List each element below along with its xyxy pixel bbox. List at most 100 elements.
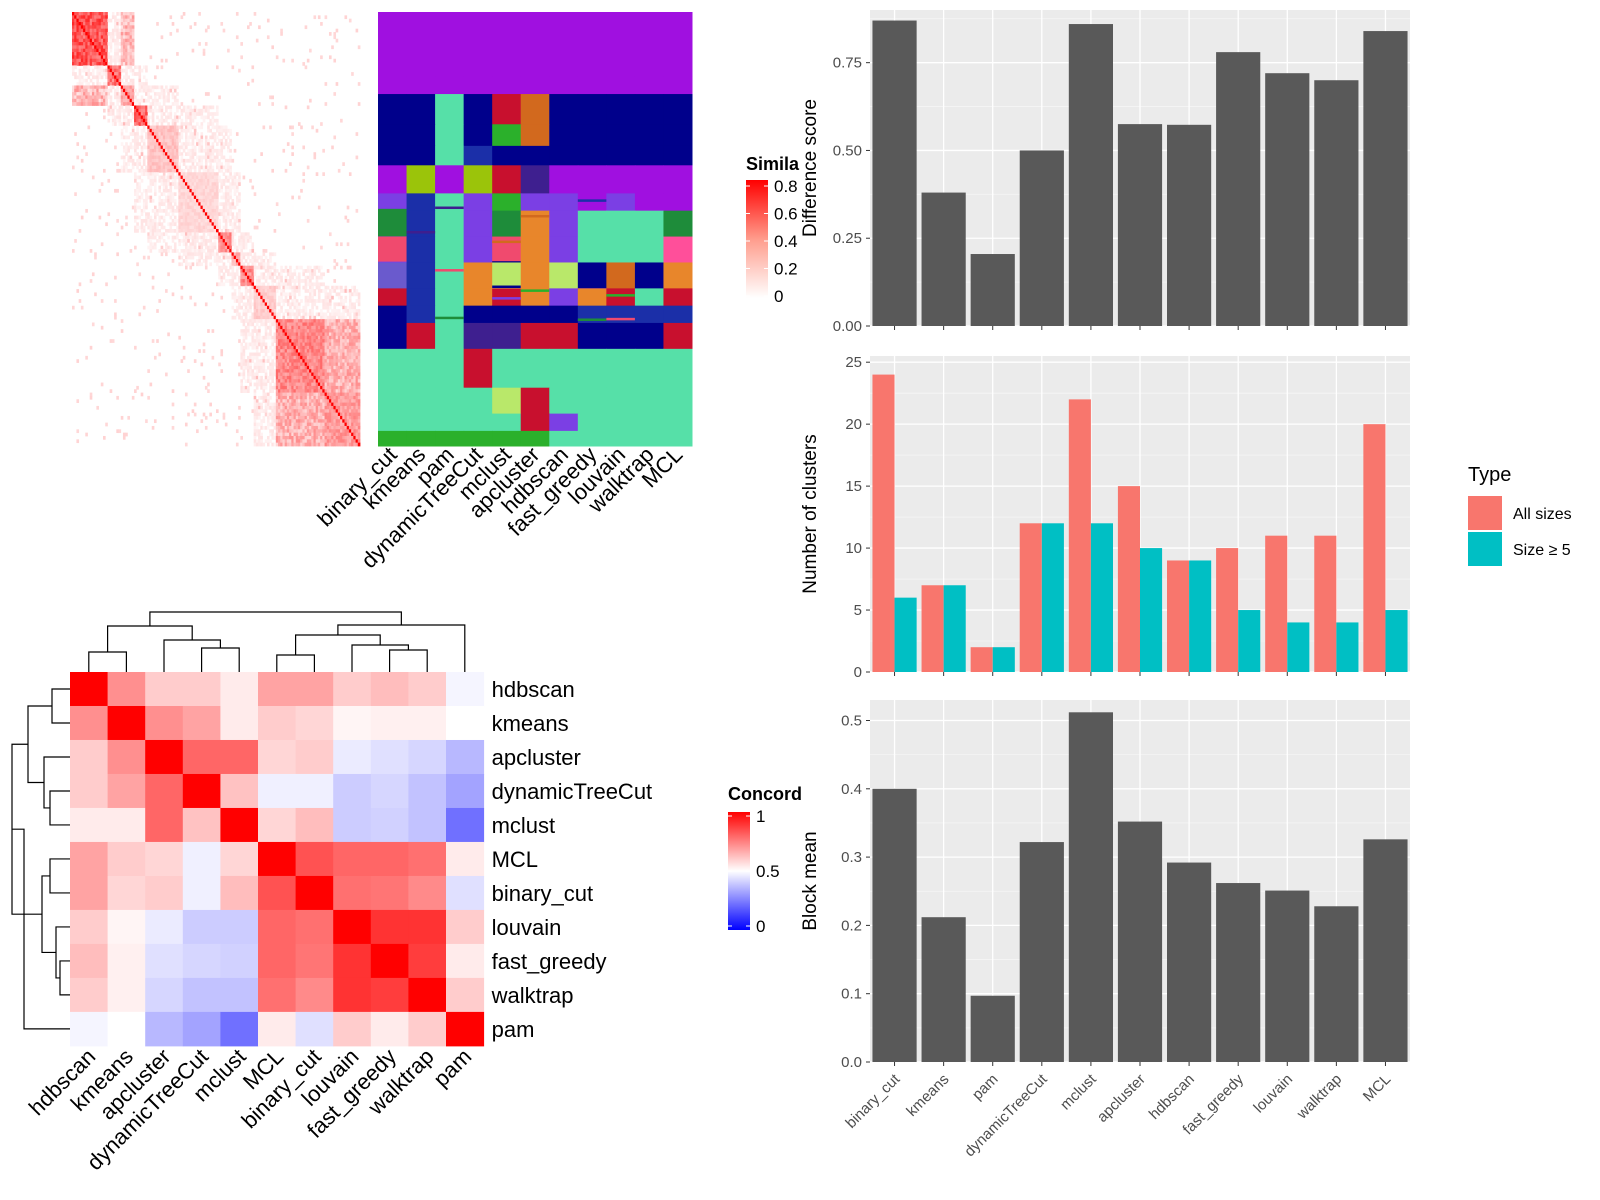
similarity-cell <box>224 212 228 217</box>
similarity-cell <box>249 352 252 357</box>
similarity-cell <box>311 419 314 424</box>
similarity-cell <box>280 422 283 427</box>
similarity-cell <box>269 395 272 400</box>
similarity-cell <box>207 175 210 180</box>
similarity-cell <box>264 379 268 383</box>
similarity-cell <box>218 282 221 287</box>
similarity-cell <box>244 389 248 393</box>
similarity-cell <box>171 229 175 233</box>
similarity-cell <box>78 15 82 20</box>
similarity-cell <box>167 98 170 103</box>
similarity-cell <box>169 225 173 230</box>
similarity-cell <box>213 198 217 203</box>
similarity-cell <box>209 165 212 170</box>
similarity-cell <box>304 345 308 350</box>
similarity-cell <box>193 145 197 150</box>
similarity-cell <box>238 415 241 420</box>
similarity-cell <box>348 375 352 380</box>
similarity-cell <box>357 335 361 340</box>
similarity-cell <box>160 158 164 163</box>
similarity-cell <box>91 92 95 96</box>
similarity-cell <box>211 252 215 257</box>
similarity-cell <box>266 18 270 23</box>
similarity-cell <box>103 28 106 33</box>
similarity-cell <box>309 322 312 327</box>
similarity-cell <box>169 138 173 143</box>
similarity-cell <box>180 262 184 267</box>
similarity-cell <box>273 405 277 410</box>
similarity-cell <box>98 32 102 36</box>
similarity-cell <box>269 302 272 307</box>
similarity-cell <box>324 372 328 377</box>
similarity-cell <box>131 115 135 120</box>
similarity-cell <box>127 148 130 153</box>
similarity-cell <box>231 262 235 267</box>
similarity-cell <box>297 395 301 400</box>
similarity-cell <box>109 18 113 23</box>
similarity-cell <box>306 372 310 377</box>
similarity-cell <box>78 62 82 66</box>
similarity-cell <box>158 92 162 96</box>
similarity-cell <box>114 315 117 320</box>
similarity-cell <box>107 72 111 76</box>
similarity-cell <box>224 138 228 143</box>
similarity-cell <box>324 319 328 323</box>
similarity-cell <box>184 115 188 120</box>
similarity-cell <box>340 339 343 343</box>
similarity-cell <box>342 412 345 417</box>
similarity-cell <box>83 85 86 90</box>
similarity-cell <box>114 88 117 93</box>
similarity-cell <box>120 128 124 133</box>
similarity-cell <box>286 375 290 380</box>
similarity-cell <box>306 279 310 283</box>
similarity-cell <box>158 249 162 253</box>
similarity-cell <box>191 212 195 217</box>
similarity-cell <box>227 235 230 240</box>
similarity-cell <box>286 385 290 390</box>
similarity-cell <box>295 385 299 390</box>
similarity-cell <box>182 188 186 193</box>
similarity-cell <box>151 182 155 186</box>
similarity-cell <box>320 392 323 397</box>
similarity-cell <box>262 365 266 370</box>
similarity-cell <box>80 62 84 66</box>
similarity-cell <box>335 312 339 317</box>
similarity-cell <box>289 419 292 424</box>
similarity-cell <box>304 282 308 287</box>
similarity-cell <box>187 185 190 190</box>
similarity-cell <box>324 302 328 307</box>
similarity-cell <box>209 172 212 176</box>
similarity-cell <box>74 102 77 106</box>
similarity-cell <box>273 265 277 270</box>
similarity-cell <box>313 325 317 330</box>
similarity-cell <box>293 369 297 373</box>
similarity-cell <box>331 392 334 397</box>
similarity-cell <box>317 419 321 424</box>
similarity-cell <box>107 65 111 70</box>
similarity-cell <box>207 239 210 243</box>
similarity-cell <box>120 225 124 230</box>
similarity-cell <box>151 162 155 166</box>
similarity-cell <box>107 62 111 66</box>
similarity-cell <box>125 25 128 30</box>
similarity-cell <box>335 375 339 380</box>
similarity-cell <box>131 18 135 23</box>
similarity-cell <box>118 32 122 36</box>
similarity-cell <box>218 265 221 270</box>
similarity-cell <box>171 132 175 136</box>
similarity-cell <box>189 128 193 133</box>
similarity-cell <box>326 382 330 387</box>
similarity-cell <box>286 399 290 403</box>
similarity-cell <box>326 305 330 310</box>
similarity-cell <box>275 282 279 287</box>
similarity-cell <box>94 25 97 30</box>
similarity-cell <box>131 15 135 20</box>
similarity-cell <box>289 415 292 420</box>
similarity-cell <box>320 22 323 26</box>
similarity-cell <box>138 68 142 73</box>
similarity-cell <box>357 349 361 353</box>
similarity-cell <box>89 15 93 20</box>
similarity-cell <box>105 82 108 86</box>
similarity-cell <box>227 192 230 197</box>
similarity-cell <box>184 158 188 163</box>
